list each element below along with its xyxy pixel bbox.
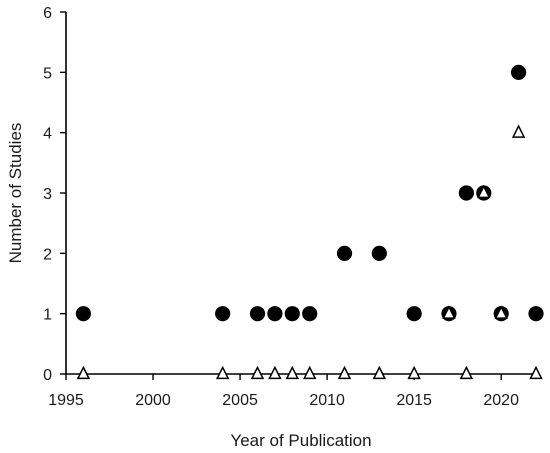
data-points — [75, 64, 544, 380]
filled-circle-point — [249, 306, 266, 322]
filled-circle-point — [284, 306, 300, 322]
open-triangle-point — [477, 184, 491, 199]
open-triangle-point — [250, 365, 265, 380]
open-triangle-point — [215, 365, 230, 380]
filled-circle-point — [458, 185, 474, 201]
y-tick-label: 2 — [43, 246, 52, 263]
filled-circle-point — [302, 306, 318, 322]
filled-circle-point — [528, 306, 544, 322]
x-tick-label: 2010 — [309, 392, 345, 409]
y-tick-label: 5 — [43, 65, 52, 82]
x-tick-label: 1995 — [48, 392, 84, 409]
y-tick-label: 0 — [43, 367, 52, 384]
x-tick-label: 2005 — [222, 392, 258, 409]
open-triangle-point — [268, 365, 282, 380]
x-tick-label: 2020 — [483, 392, 519, 409]
y-tick-label: 1 — [43, 307, 52, 324]
filled-circle-point — [406, 306, 422, 322]
tick-group: 0 1 2 3 4 5 6 1995 2000 2005 2010 2015 2020 — [43, 5, 519, 409]
y-tick-label: 6 — [43, 5, 52, 22]
open-triangle-point — [76, 365, 91, 380]
filled-circle-point — [75, 306, 92, 322]
open-triangle-point — [511, 124, 526, 138]
y-axis-title: Number of Studies — [6, 123, 25, 264]
filled-circle-point — [371, 245, 387, 261]
filled-circle-point — [215, 306, 231, 322]
filled-circle-point — [510, 64, 527, 80]
open-triangle-point — [372, 365, 387, 380]
open-triangle-point — [337, 365, 352, 380]
open-triangle-point — [459, 365, 474, 380]
open-triangle-point — [407, 365, 421, 380]
open-triangle-point — [529, 365, 543, 380]
open-triangle-point — [442, 305, 456, 319]
open-triangle-point — [285, 365, 300, 380]
filled-circle-point — [267, 306, 283, 322]
y-tick-label: 4 — [43, 126, 52, 143]
y-tick-label: 3 — [43, 186, 52, 203]
x-axis-title: Year of Publication — [230, 431, 371, 450]
open-triangle-point — [494, 305, 508, 319]
x-tick-label: 2015 — [396, 392, 432, 409]
x-tick-label: 2000 — [135, 392, 171, 409]
filled-circle-point — [336, 245, 353, 261]
open-triangle-point — [302, 365, 317, 380]
